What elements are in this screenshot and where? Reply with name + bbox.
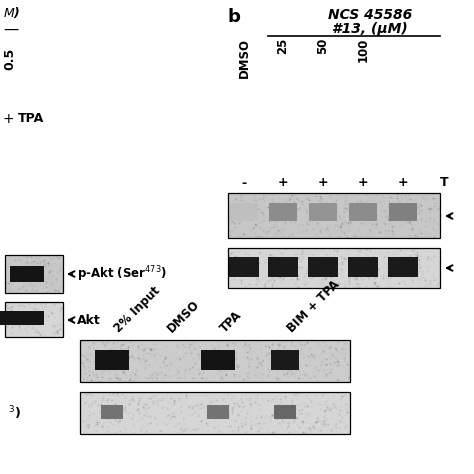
- Bar: [389, 203, 417, 221]
- Text: +: +: [318, 176, 328, 190]
- Bar: [95, 350, 129, 370]
- Text: +: +: [3, 112, 15, 126]
- Bar: [5, 302, 63, 337]
- Text: $M$): $M$): [3, 5, 20, 20]
- Text: T: T: [440, 176, 448, 190]
- Bar: [274, 405, 296, 419]
- Bar: [271, 350, 299, 370]
- Text: #13, (μM): #13, (μM): [332, 22, 408, 36]
- Text: -: -: [241, 176, 246, 190]
- Bar: [269, 203, 297, 221]
- Bar: [201, 350, 235, 370]
- Bar: [101, 405, 123, 419]
- Bar: [349, 203, 377, 221]
- Bar: [229, 257, 259, 277]
- Bar: [309, 203, 337, 221]
- Bar: [388, 257, 418, 277]
- Text: —: —: [3, 22, 18, 37]
- Text: BIM + TPA: BIM + TPA: [285, 278, 342, 335]
- Text: 100: 100: [356, 38, 370, 63]
- Bar: [10, 266, 44, 282]
- Text: 50: 50: [317, 38, 329, 55]
- Bar: [230, 203, 258, 221]
- Text: 2% Input: 2% Input: [112, 284, 163, 335]
- Text: +: +: [398, 176, 408, 190]
- Text: TPA: TPA: [18, 112, 44, 125]
- Bar: [348, 257, 378, 277]
- Bar: [0, 311, 44, 325]
- Text: 25: 25: [276, 38, 290, 55]
- Bar: [228, 193, 440, 238]
- Text: Akt: Akt: [77, 313, 101, 327]
- Text: DMSO: DMSO: [237, 38, 250, 78]
- Text: 0.5: 0.5: [3, 48, 16, 70]
- Text: TPA: TPA: [218, 308, 245, 335]
- Text: NCS 45586: NCS 45586: [328, 8, 412, 22]
- Bar: [268, 257, 298, 277]
- Text: +: +: [358, 176, 368, 190]
- Text: DMSO: DMSO: [165, 298, 202, 335]
- Bar: [207, 405, 229, 419]
- Bar: [80, 392, 350, 434]
- Text: b: b: [228, 8, 241, 26]
- Bar: [308, 257, 338, 277]
- Text: +: +: [278, 176, 288, 190]
- Bar: [228, 248, 440, 288]
- Text: $^{3}$): $^{3}$): [8, 404, 21, 422]
- Bar: [80, 340, 350, 382]
- Bar: [5, 255, 63, 293]
- Text: p-Akt (Ser$^{473}$): p-Akt (Ser$^{473}$): [77, 264, 167, 284]
